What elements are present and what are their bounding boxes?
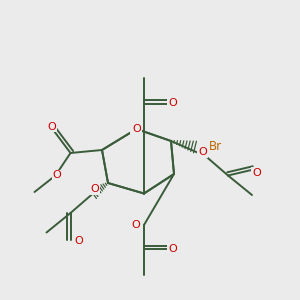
Text: O: O [47,122,56,132]
Text: O: O [198,147,207,158]
Text: O: O [132,124,141,134]
Text: O: O [168,244,177,254]
Text: O: O [132,124,141,134]
Text: O: O [252,168,261,178]
Text: O: O [90,184,99,194]
Text: O: O [168,98,177,109]
Text: O: O [131,124,140,134]
Text: O: O [52,170,62,181]
Text: Br: Br [208,140,222,154]
Text: O: O [74,236,83,247]
Text: O: O [131,220,140,230]
